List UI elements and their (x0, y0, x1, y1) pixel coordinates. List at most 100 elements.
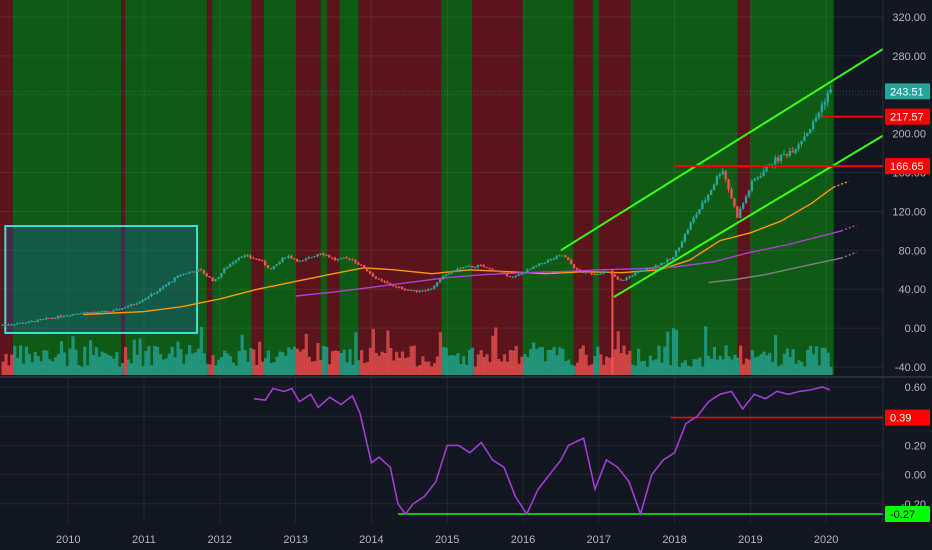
candle-body (71, 314, 74, 316)
level-badge-bg (885, 108, 930, 125)
volume-bar (695, 359, 699, 375)
volume-bar (223, 350, 227, 375)
candle-body (441, 276, 445, 280)
volume-bar (328, 364, 332, 375)
candle-body (126, 306, 130, 308)
candle-body (211, 277, 214, 282)
candle-body (800, 140, 803, 145)
volume-bar (179, 349, 183, 375)
candle-body (572, 264, 576, 269)
candle-body (13, 324, 16, 326)
volume-bar (497, 358, 501, 375)
candle-body (19, 322, 22, 324)
volume-bar (613, 349, 617, 375)
candle-body (470, 266, 474, 268)
candle-body (811, 121, 815, 129)
volume-bar (791, 349, 795, 375)
volume-bar (167, 353, 171, 375)
volume-bar (319, 359, 323, 375)
volume-bar (424, 361, 428, 375)
time-axis: 2010 2011 2012 2013 2014 2015 2016 2017 2018 2019… (56, 534, 838, 546)
candle-body (642, 270, 646, 272)
volume-bar (348, 349, 352, 375)
candle-body (348, 258, 351, 260)
volume-bar (214, 365, 218, 375)
candle-body (400, 287, 404, 290)
volume-bar (739, 345, 743, 375)
indicator-tick-label: 0.60 (905, 382, 926, 394)
price-tick-label: 40.00 (898, 284, 926, 296)
candle-body (718, 174, 722, 177)
volume-bar (48, 359, 52, 375)
candle-body (660, 263, 663, 266)
candle-body (173, 277, 176, 282)
volume-bar (240, 334, 244, 375)
volume-bar (185, 354, 189, 375)
volume-bar (575, 362, 580, 375)
candle-body (179, 274, 182, 276)
volume-bar (555, 355, 559, 375)
volume-bar (362, 363, 367, 375)
volume-bar (642, 360, 647, 375)
candle-body (193, 271, 197, 273)
price-tick-label: -40.00 (895, 362, 926, 374)
volume-bar (144, 350, 148, 375)
volume-bar (150, 365, 154, 375)
volume-bar (293, 346, 297, 375)
candle-body (48, 317, 51, 319)
volume-bar (147, 346, 151, 375)
zone-bear (598, 0, 631, 375)
volume-bar (476, 354, 480, 375)
candle-body (135, 303, 139, 305)
indicator-axis: 0.600.400.200.00-0.20 (901, 382, 926, 511)
candle-body (397, 286, 401, 288)
candle-body (77, 313, 80, 315)
candle-body (575, 268, 579, 270)
candle-body (330, 257, 334, 259)
volume-bar (432, 363, 437, 375)
volume-bar (803, 366, 807, 375)
volume-bar (132, 339, 136, 375)
price-gridlines (0, 0, 883, 523)
candle-body (1, 324, 4, 326)
candle-body (255, 258, 258, 260)
candle-body (97, 312, 101, 314)
candle-body (590, 272, 593, 275)
time-tick-label: 2010 (56, 534, 80, 546)
zone-bear (472, 0, 523, 375)
candle-body (86, 312, 89, 314)
candle-body (558, 255, 561, 257)
zone-bull (339, 0, 359, 375)
candle-body (342, 257, 345, 259)
volume-bar (596, 346, 600, 375)
volume-bar (380, 351, 384, 375)
volume-bar (77, 365, 81, 375)
price-tick-label: 80.00 (898, 245, 926, 257)
candle-body (123, 307, 127, 309)
volume-bar (88, 340, 93, 375)
candle-body (596, 273, 599, 275)
level-badge: 217.57 (890, 112, 924, 124)
volume-bar (698, 357, 702, 375)
candle-body (569, 260, 573, 265)
candle-body (258, 258, 261, 261)
candle-body (74, 313, 77, 315)
candle-body (637, 271, 640, 273)
volume-bar (546, 349, 550, 375)
candle-body (310, 257, 313, 259)
volume-bar (427, 361, 431, 375)
volume-bar (526, 356, 530, 375)
candle-body (794, 148, 797, 153)
candle-body (10, 324, 13, 326)
candle-body (185, 273, 188, 275)
volume-bar (450, 355, 454, 375)
volume-bar (83, 346, 87, 375)
volume-bar (814, 346, 819, 375)
candle-body (240, 256, 243, 258)
volume-bar (774, 335, 778, 375)
zone-bull (522, 0, 574, 375)
volume-bar (625, 354, 629, 375)
volume-bar (584, 354, 588, 375)
volume-bar (266, 350, 270, 375)
candle-body (377, 278, 380, 280)
